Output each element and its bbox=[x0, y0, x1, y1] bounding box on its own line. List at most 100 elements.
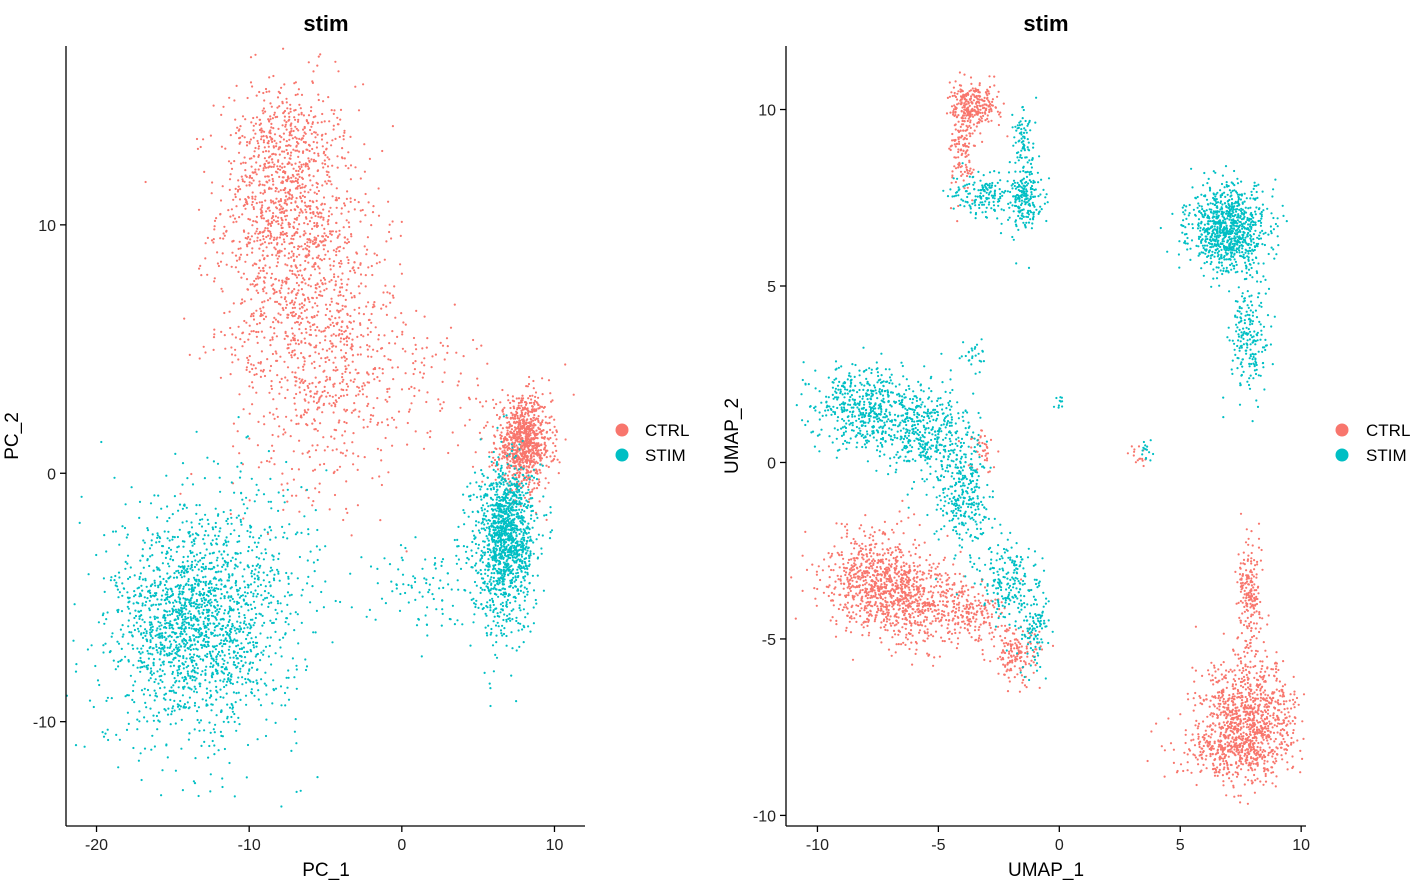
pca-point-stim bbox=[282, 636, 285, 639]
pca-point-ctrl bbox=[259, 164, 262, 167]
pca-title: stim bbox=[303, 11, 348, 36]
pca-point-ctrl bbox=[357, 455, 360, 458]
pca-point-ctrl bbox=[332, 361, 335, 364]
pca-point-ctrl bbox=[277, 160, 280, 163]
pca-point-ctrl bbox=[292, 129, 295, 133]
pca-point-ctrl bbox=[266, 227, 269, 230]
pca-point-ctrl bbox=[277, 312, 280, 315]
pca-point-stim bbox=[134, 609, 137, 612]
pca-point-stim bbox=[124, 560, 127, 564]
pca-point-ctrl bbox=[298, 253, 301, 256]
pca-point-stim bbox=[146, 640, 149, 643]
pca-point-ctrl bbox=[296, 178, 300, 181]
pca-point-stim bbox=[192, 538, 195, 542]
pca-point-ctrl bbox=[404, 350, 407, 353]
pca-point-stim bbox=[267, 655, 270, 658]
pca-point-stim bbox=[252, 624, 255, 627]
pca-point-ctrl bbox=[343, 131, 346, 134]
pca-point-stim bbox=[254, 589, 257, 592]
pca-point-ctrl bbox=[304, 208, 307, 211]
pca-point-stim bbox=[157, 682, 160, 685]
pca-point-ctrl bbox=[344, 359, 347, 362]
pca-point-stim bbox=[220, 553, 223, 556]
pca-point-stim bbox=[152, 672, 155, 675]
pca-point-ctrl bbox=[278, 153, 281, 156]
pca-point-stim bbox=[136, 627, 140, 630]
pca-point-ctrl bbox=[343, 442, 346, 445]
pca-point-ctrl bbox=[251, 195, 254, 198]
pca-point-stim bbox=[205, 580, 208, 583]
pca-point-stim bbox=[185, 608, 188, 611]
pca-point-stim bbox=[192, 576, 196, 579]
pca-point-ctrl bbox=[325, 287, 328, 290]
pca-point-ctrl bbox=[520, 397, 523, 400]
pca-point-ctrl bbox=[475, 397, 478, 400]
pca-point-stim bbox=[164, 619, 167, 622]
pca-point-ctrl bbox=[507, 465, 510, 468]
pca-point-ctrl bbox=[517, 401, 521, 405]
pca-point-stim bbox=[152, 594, 155, 597]
pca-point-ctrl bbox=[302, 381, 305, 385]
pca-point-ctrl bbox=[541, 419, 544, 422]
pca-point-stim bbox=[227, 595, 230, 598]
pca-point-ctrl bbox=[527, 382, 531, 386]
pca-point-ctrl bbox=[262, 150, 265, 153]
pca-point-ctrl bbox=[281, 124, 284, 127]
pca-point-ctrl bbox=[306, 148, 309, 151]
pca-point-stim bbox=[213, 629, 216, 632]
pca-point-stim bbox=[179, 672, 182, 675]
pca-point-ctrl bbox=[378, 475, 381, 478]
pca-point-ctrl bbox=[494, 478, 497, 481]
pca-point-ctrl bbox=[339, 451, 342, 454]
pca-point-ctrl bbox=[506, 429, 509, 432]
pca-point-stim bbox=[173, 639, 176, 642]
pca-point-stim bbox=[181, 607, 184, 610]
pca-point-ctrl bbox=[343, 430, 347, 433]
pca-point-ctrl bbox=[265, 235, 268, 239]
pca-point-ctrl bbox=[272, 165, 275, 168]
pca-point-stim bbox=[215, 685, 218, 689]
pca-point-stim bbox=[259, 659, 262, 662]
pca-point-ctrl bbox=[402, 321, 405, 324]
pca-point-stim bbox=[140, 778, 143, 782]
pca-point-ctrl bbox=[295, 218, 298, 221]
pca-point-ctrl bbox=[371, 477, 374, 480]
pca-point-ctrl bbox=[245, 366, 248, 369]
pca-point-stim bbox=[182, 555, 185, 559]
pca-point-stim bbox=[194, 757, 197, 760]
pca-point-ctrl bbox=[345, 340, 348, 343]
pca-point-stim bbox=[149, 502, 153, 505]
pca-point-stim bbox=[191, 569, 194, 572]
pca-point-ctrl bbox=[521, 408, 524, 411]
pca-point-ctrl bbox=[462, 355, 465, 358]
pca-point-stim bbox=[217, 610, 220, 614]
pca-point-stim bbox=[255, 545, 258, 549]
pca-point-stim bbox=[232, 691, 235, 694]
pca-point-stim bbox=[263, 590, 267, 593]
pca-point-ctrl bbox=[244, 260, 247, 263]
pca-point-stim bbox=[83, 745, 86, 748]
pca-point-ctrl bbox=[336, 166, 339, 169]
pca-point-stim bbox=[228, 619, 231, 622]
pca-point-stim bbox=[151, 653, 154, 656]
pca-point-ctrl bbox=[267, 142, 270, 145]
pca-point-stim bbox=[160, 551, 164, 554]
pca-point-ctrl bbox=[291, 311, 294, 314]
pca-point-stim bbox=[274, 721, 277, 725]
pca-point-stim bbox=[266, 531, 269, 534]
pca-point-stim bbox=[230, 639, 233, 642]
pca-point-stim bbox=[248, 535, 251, 538]
pca-point-ctrl bbox=[246, 96, 249, 100]
pca-point-ctrl bbox=[537, 396, 540, 399]
pca-point-ctrl bbox=[516, 471, 519, 475]
pca-point-ctrl bbox=[311, 240, 314, 243]
pca-point-ctrl bbox=[293, 349, 296, 352]
pca-point-ctrl bbox=[498, 447, 501, 450]
pca-point-ctrl bbox=[285, 179, 288, 182]
pca-point-ctrl bbox=[197, 208, 201, 211]
pca-point-ctrl bbox=[286, 366, 290, 369]
pca-point-ctrl bbox=[485, 400, 488, 403]
pca-point-ctrl bbox=[245, 184, 248, 187]
pca-point-ctrl bbox=[276, 96, 280, 99]
pca-point-ctrl bbox=[295, 197, 298, 200]
